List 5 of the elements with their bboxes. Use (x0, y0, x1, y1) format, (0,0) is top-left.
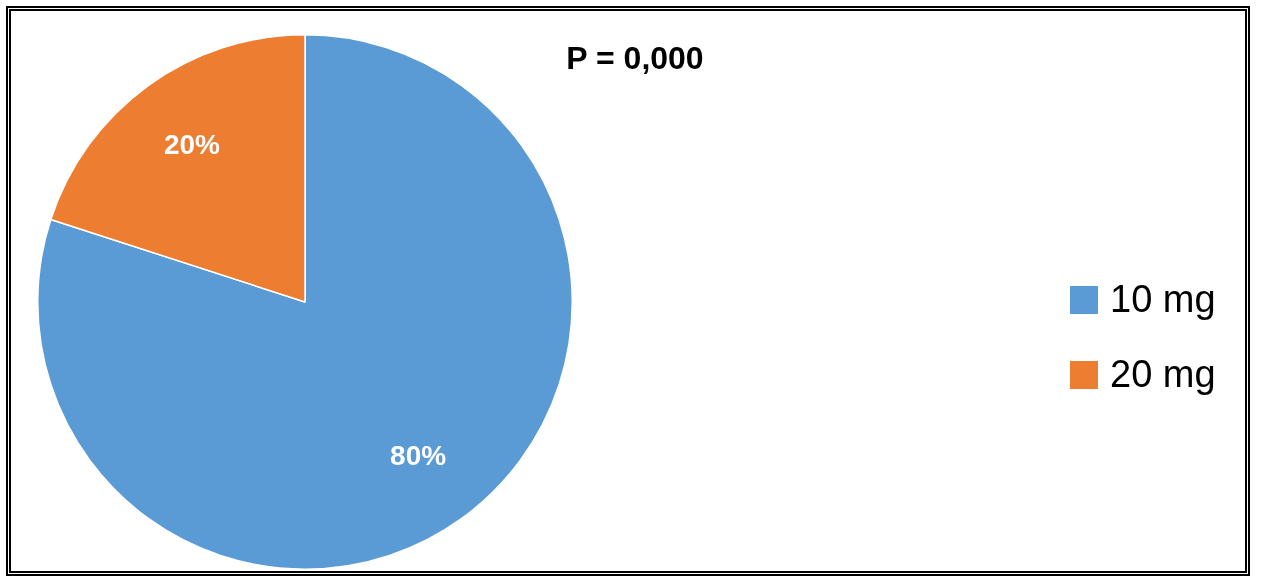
legend-label: 20 mg (1110, 353, 1216, 396)
data-label: 20% (163, 129, 221, 161)
legend-label: 10 mg (1110, 278, 1216, 321)
chart-title: P = 0,000 (566, 39, 704, 76)
data-label: 80% (390, 440, 447, 472)
